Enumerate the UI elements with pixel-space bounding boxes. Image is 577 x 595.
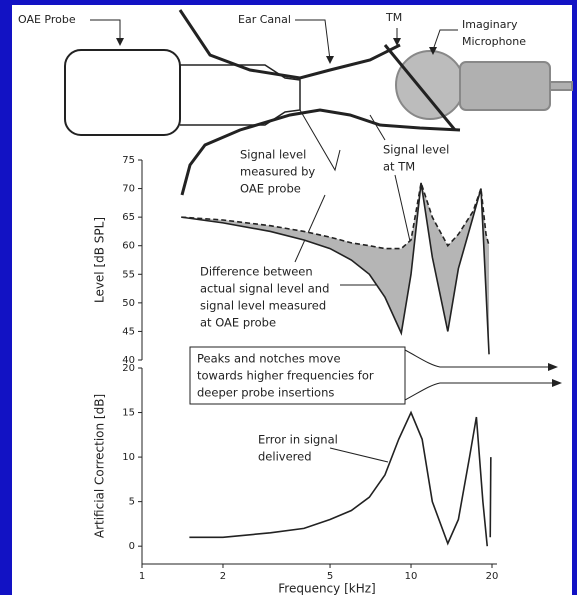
annotation: measured by — [240, 165, 315, 179]
annotation: Peaks and notches move — [197, 352, 341, 366]
annotation: towards higher frequencies for — [197, 369, 374, 383]
y-tick-label: 50 — [122, 298, 135, 309]
y-tick-label: 75 — [122, 155, 135, 166]
y-tick-label: 0 — [129, 541, 135, 552]
annotation: deeper probe insertions — [197, 386, 334, 400]
tm-circle — [396, 51, 464, 119]
figure: OAE Probe Ear Canal TM Imaginary Microph… — [0, 0, 577, 595]
annotation: actual signal level and — [200, 282, 329, 296]
y-tick-label: 15 — [122, 408, 135, 419]
annotation: Signal level — [240, 148, 306, 162]
y-tick-label: 60 — [122, 241, 135, 252]
y-tick-label: 70 — [122, 184, 135, 195]
y-tick-label: 65 — [122, 212, 135, 223]
x-tick-label: 1 — [139, 571, 145, 582]
y-tick-label: 5 — [129, 497, 135, 508]
x-tick-label: 5 — [327, 571, 333, 582]
annotation: signal level measured — [200, 299, 326, 313]
x-axis-label: Frequency [kHz] — [278, 582, 375, 595]
label: Microphone — [462, 35, 526, 48]
y-tick-label: 45 — [122, 326, 135, 337]
annotation: delivered — [258, 450, 312, 464]
y-axis-label: Level [dB SPL] — [93, 217, 107, 303]
microphone-stem — [550, 82, 572, 90]
annotation: at OAE probe — [200, 316, 276, 330]
label: TM — [385, 11, 402, 24]
annotation: Error in signal — [258, 433, 338, 447]
page: OAE Probe Ear Canal TM Imaginary Microph… — [0, 0, 577, 595]
annotation: Difference between — [200, 265, 313, 279]
annotation: Signal level — [383, 143, 449, 157]
label: OAE Probe — [18, 13, 76, 26]
y-tick-label: 10 — [122, 452, 135, 463]
label: Imaginary — [462, 18, 518, 31]
label: Ear Canal — [238, 13, 291, 26]
x-tick-label: 2 — [220, 571, 226, 582]
microphone — [460, 62, 550, 110]
y-tick-label: 55 — [122, 269, 135, 280]
annotation: at TM — [383, 160, 415, 174]
x-tick-label: 10 — [405, 571, 418, 582]
x-tick-label: 20 — [486, 571, 499, 582]
annotation: OAE probe — [240, 182, 301, 196]
y-tick-label: 20 — [122, 363, 135, 374]
y-axis-label: Artificial Correction [dB] — [93, 394, 107, 538]
